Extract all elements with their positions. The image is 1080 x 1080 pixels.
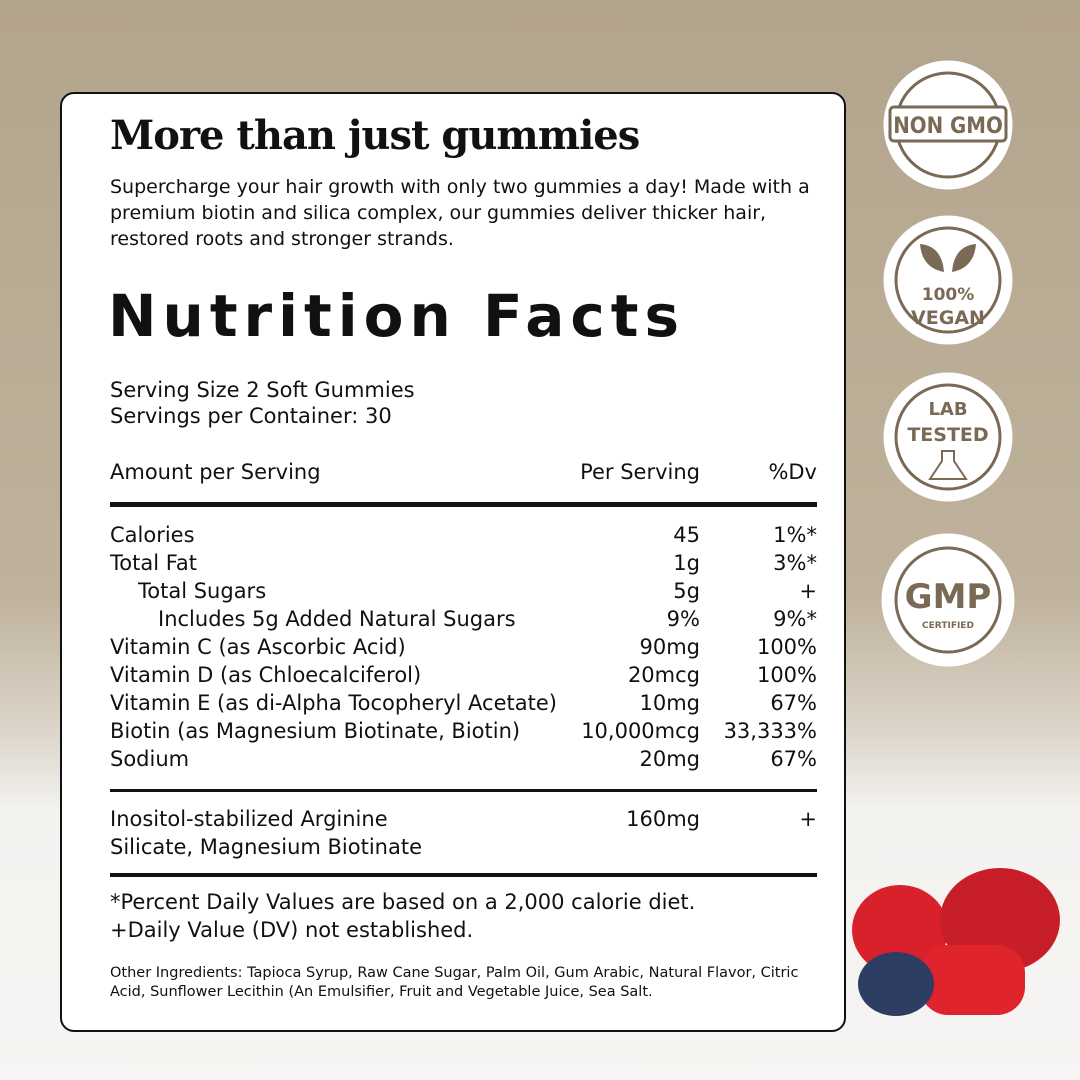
- rule: [110, 873, 817, 877]
- daily-value: +: [799, 579, 817, 603]
- badge-ring: [894, 226, 1002, 334]
- daily-value: 100%: [756, 663, 817, 687]
- badge-label: NON GMO: [893, 114, 1003, 139]
- per-serving: 160mg: [626, 807, 700, 831]
- daily-value: %Dv: [768, 460, 817, 484]
- footnote: +Daily Value (DV) not established.: [110, 918, 474, 942]
- per-serving: 9%: [666, 607, 700, 631]
- per-serving: 10mg: [639, 691, 700, 715]
- table-row: Vitamin E (as di-Alpha Tocopheryl Acetat…: [110, 691, 817, 719]
- rule: [110, 502, 817, 507]
- badge-label: GMP: [905, 577, 992, 617]
- berries: [852, 868, 1060, 1016]
- badge-label: 100%: [922, 285, 975, 305]
- table-row: Biotin (as Magnesium Biotinate, Biotin) 1…: [110, 719, 817, 747]
- table-row: Vitamin D (as Chloecalciferol) 20mcg 100%: [110, 663, 817, 691]
- daily-value: 9%*: [773, 607, 817, 631]
- badge-sublabel: VEGAN: [911, 307, 985, 329]
- rule: [110, 789, 817, 792]
- per-serving: 45: [673, 523, 700, 547]
- table-row: Total Fat 1g 3%*: [110, 551, 817, 579]
- table-row: Vitamin C (as Ascorbic Acid) 90mg 100%: [110, 635, 817, 663]
- daily-value: +: [799, 807, 817, 831]
- row-label: Includes 5g Added Natural Sugars: [158, 607, 516, 631]
- badge-label: LAB: [928, 399, 967, 420]
- badge: [883, 215, 1013, 345]
- daily-value: 1%*: [773, 523, 817, 547]
- row-label: Amount per Serving: [110, 460, 321, 484]
- daily-value: 67%: [770, 691, 817, 715]
- row-label: Vitamin D (as Chloecalciferol): [110, 663, 422, 687]
- badge-sublabel: TESTED: [907, 424, 988, 446]
- per-serving: 5g: [673, 579, 700, 603]
- row-label: Silicate, Magnesium Biotinate: [110, 835, 423, 859]
- serving-size: Serving Size 2 Soft Gummies: [110, 378, 415, 402]
- facts-title: Nutrition Facts: [108, 282, 685, 350]
- table-row: Silicate, Magnesium Biotinate: [110, 835, 817, 863]
- badge-ring: [894, 546, 1002, 654]
- flask: [928, 450, 968, 480]
- badge: [881, 533, 1015, 667]
- table-row: Total Sugars 5g +: [110, 579, 817, 607]
- badge-sublabel: CERTIFIED: [922, 621, 974, 631]
- row-label: Inositol-stabilized Arginine: [110, 807, 388, 831]
- daily-value: 3%*: [773, 551, 817, 575]
- heading: More than just gummies: [110, 112, 640, 159]
- daily-value: 33,333%: [723, 719, 817, 743]
- per-serving: 20mg: [639, 747, 700, 771]
- daily-value: 100%: [756, 635, 817, 659]
- table-row: Includes 5g Added Natural Sugars 9% 9%*: [110, 607, 817, 635]
- per-serving: 90mg: [639, 635, 700, 659]
- ingredients: Other Ingredients: Tapioca Syrup, Raw Ca…: [110, 965, 799, 1000]
- badge-ring: [894, 383, 1002, 491]
- per-serving: 20mcg: [627, 663, 700, 687]
- table-row: Inositol-stabilized Arginine 160mg +: [110, 807, 817, 835]
- per-serving: 1g: [673, 551, 700, 575]
- badge: [883, 372, 1013, 502]
- badges: NON GMO 100%VEGAN LAB TESTED GMP CERTIFIED: [881, 60, 1015, 667]
- row-label: Sodium: [110, 747, 190, 771]
- table-row: Amount per Serving Per Serving %Dv: [110, 460, 817, 488]
- table-row: Calories 45 1%*: [110, 523, 817, 551]
- daily-value: 67%: [770, 747, 817, 771]
- badge-box: [888, 105, 1008, 143]
- leaf: [920, 244, 976, 272]
- per-serving: 10,000mcg: [581, 719, 700, 743]
- row-label: Biotin (as Magnesium Biotinate, Biotin): [110, 719, 521, 743]
- servings: Servings per Container: 30: [110, 404, 392, 428]
- nutrition-card: More than just gummies Supercharge your …: [60, 92, 846, 1032]
- row-label: Calories: [110, 523, 195, 547]
- table-row: Sodium 20mg 67%: [110, 747, 817, 775]
- row-label: Vitamin E (as di-Alpha Tocopheryl Acetat…: [110, 691, 557, 715]
- row-label: Total Sugars: [138, 579, 267, 603]
- row-label: Total Fat: [110, 551, 197, 575]
- row-label: Vitamin C (as Ascorbic Acid): [110, 635, 406, 659]
- per-serving: Per Serving: [580, 460, 700, 484]
- description: Supercharge your hair growth with only t…: [110, 176, 810, 250]
- footnote: *Percent Daily Values are based on a 2,0…: [110, 890, 696, 914]
